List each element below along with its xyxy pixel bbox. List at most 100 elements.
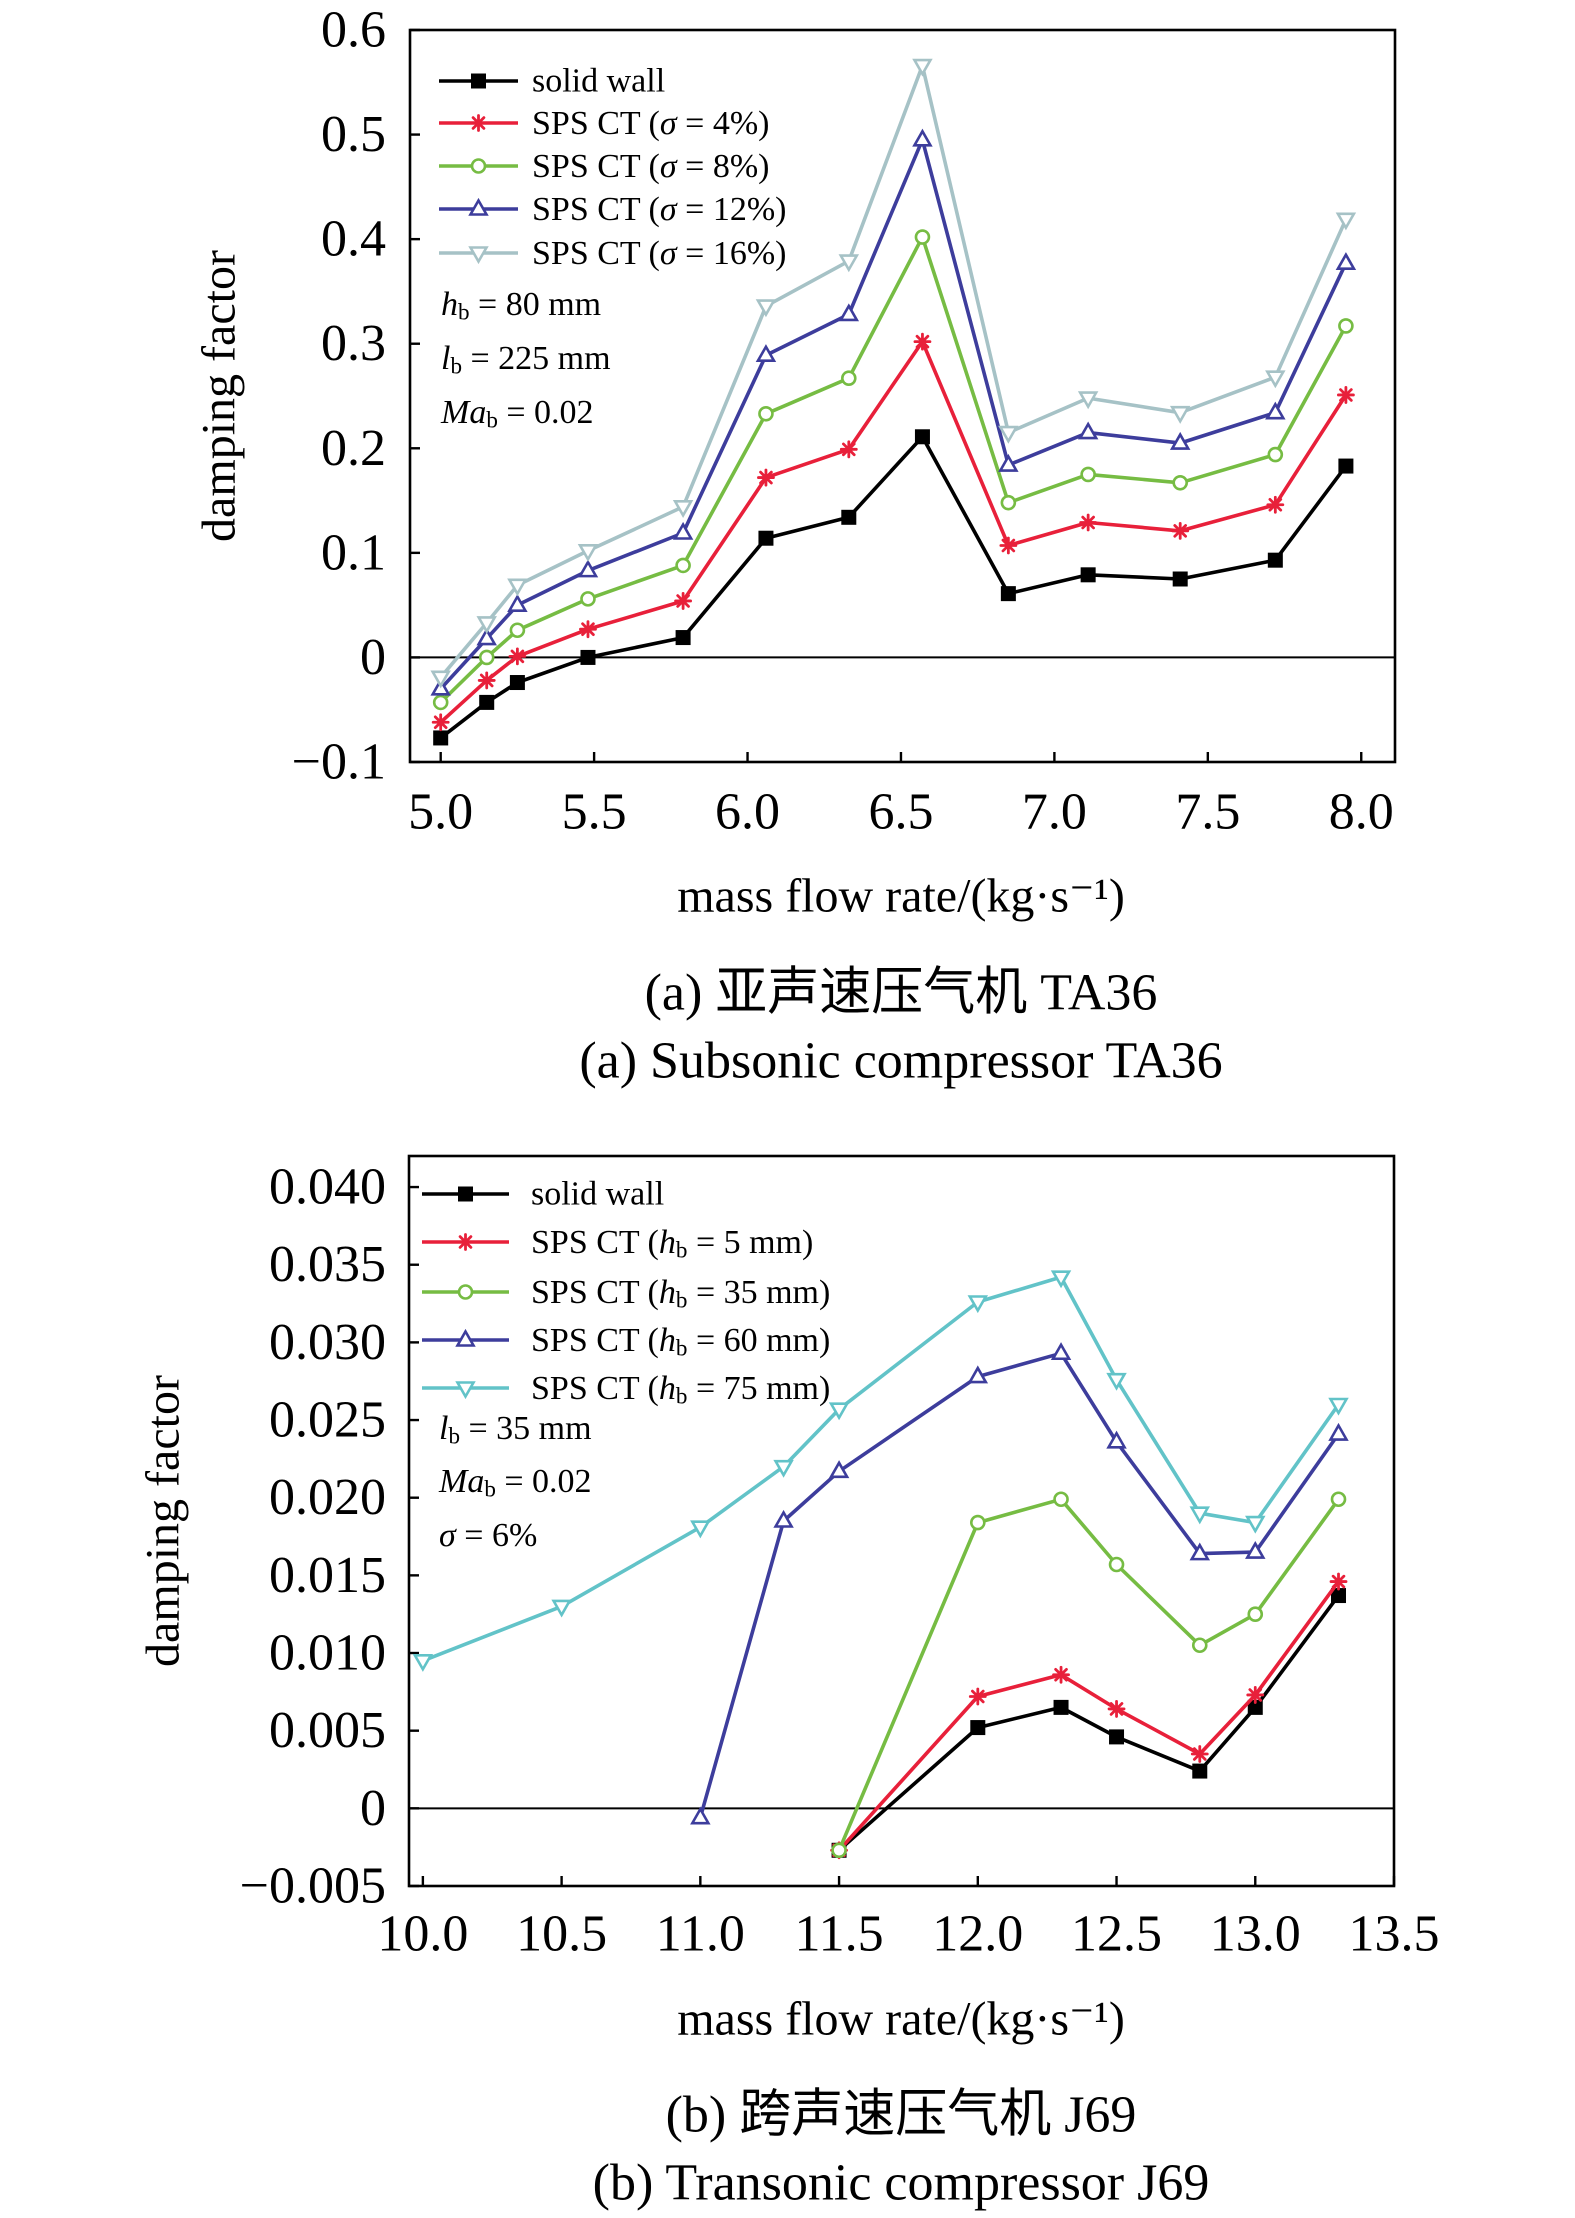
data-point — [509, 622, 526, 639]
legend-marker — [469, 114, 488, 132]
caption-chinese: (a) 亚声速压气机 TA36 — [645, 965, 1158, 1022]
data-point — [1108, 1556, 1125, 1573]
data-point — [998, 453, 1019, 472]
legend-marker — [455, 1381, 476, 1400]
data-point — [1265, 401, 1286, 420]
x-tick-label: 8.0 — [1329, 784, 1394, 841]
data-point — [1335, 252, 1357, 270]
data-point — [430, 670, 451, 689]
series-sps-ct-8 — [432, 229, 1354, 711]
data-point — [1000, 494, 1017, 511]
data-point — [1172, 474, 1189, 491]
series-sps-ct-hb-60-mm — [690, 1342, 1349, 1825]
data-point — [476, 627, 497, 646]
data-point — [1191, 1637, 1208, 1654]
data-point — [433, 730, 449, 746]
data-point — [1246, 1686, 1265, 1704]
data-point — [1189, 1506, 1211, 1525]
data-point — [999, 536, 1018, 555]
y-tick-label: 0.005 — [269, 1702, 386, 1759]
y-tick-label: 0.3 — [321, 315, 386, 372]
data-point — [580, 649, 596, 665]
data-point — [1106, 1372, 1127, 1391]
data-point — [913, 332, 932, 351]
parameter-annotation: hb = 80 mm — [441, 286, 601, 325]
y-tick-label: 0 — [360, 629, 386, 686]
data-point — [841, 370, 857, 387]
data-point — [912, 128, 933, 147]
data-point — [674, 592, 692, 610]
data-point — [831, 1842, 847, 1859]
data-point — [1190, 1745, 1209, 1763]
legend-entry: SPS CT (hb = 75 mm) — [422, 1370, 830, 1409]
legend-entry: SPS CT (hb = 60 mm) — [422, 1322, 830, 1361]
data-point — [479, 694, 495, 710]
data-point — [431, 713, 450, 732]
data-point — [1079, 513, 1098, 532]
series-sps-ct-hb-35-mm — [831, 1491, 1347, 1859]
x-tick-label: 11.5 — [795, 1906, 884, 1963]
data-point — [1245, 1515, 1266, 1534]
data-point — [1077, 421, 1099, 440]
caption-english: (b) Transonic compressor J69 — [593, 2155, 1210, 2212]
data-point — [1266, 495, 1285, 514]
legend-label: SPS CT (σ = 16%) — [532, 235, 787, 272]
legend: solid wall SPS CT (hb = 5 mm) SPS CT (hb =… — [422, 1176, 830, 1409]
data-point — [1077, 391, 1099, 410]
x-tick-label: 5.5 — [562, 784, 627, 841]
x-axis-label: mass flow rate/(kg·s⁻¹) — [677, 870, 1125, 923]
legend-marker — [458, 1186, 473, 1202]
data-point — [508, 647, 527, 666]
data-point — [757, 468, 775, 487]
data-point — [1267, 446, 1284, 463]
x-tick-label: 7.0 — [1022, 784, 1087, 841]
y-tick-label: 0.025 — [269, 1392, 386, 1449]
panel-a-chart: damping factor mass flow rate/(kg·s⁻¹) (… — [193, 2, 1397, 1090]
data-point — [1338, 318, 1354, 334]
legend-marker — [471, 73, 486, 89]
data-point — [1330, 1491, 1347, 1508]
x-axis-label: mass flow rate/(kg·s⁻¹) — [677, 1993, 1125, 2046]
data-point — [970, 1514, 986, 1531]
legend-label: solid wall — [532, 63, 665, 100]
data-point — [1335, 212, 1357, 231]
data-point — [476, 616, 497, 635]
data-point — [1169, 405, 1191, 424]
legend-marker — [468, 197, 489, 216]
data-point — [912, 58, 933, 77]
data-point — [914, 429, 930, 445]
legend-entry: solid wall — [439, 63, 665, 100]
x-tick-label: 10.5 — [516, 1906, 607, 1963]
data-point — [579, 620, 597, 639]
y-tick-label: 0.040 — [269, 1159, 386, 1216]
data-point — [580, 591, 596, 607]
x-tick-label: 6.5 — [868, 784, 933, 841]
data-point — [1080, 567, 1096, 583]
legend-entry: SPS CT (hb = 5 mm) — [422, 1224, 813, 1263]
data-point — [1050, 1270, 1072, 1289]
series-solid-wall — [433, 429, 1354, 746]
data-point — [551, 1599, 572, 1618]
data-point — [998, 425, 1019, 444]
y-tick-label: −0.1 — [292, 734, 386, 791]
panel-b-chart: damping factor mass flow rate/(kg·s⁻¹) (… — [137, 1154, 1440, 2212]
legend-label: SPS CT (hb = 5 mm) — [531, 1224, 813, 1263]
series-sps-ct-hb-75-mm — [412, 1270, 1349, 1672]
legend: solid wall SPS CT (σ = 4%) SPS CT (σ = 8%)… — [439, 63, 787, 272]
plot-frame — [407, 1154, 1396, 1888]
data-point — [577, 543, 599, 562]
data-point — [1328, 1422, 1349, 1441]
data-point — [1109, 1729, 1125, 1745]
data-point — [1328, 1397, 1349, 1416]
x-tick-label: 12.5 — [1071, 1906, 1162, 1963]
y-tick-label: 0.5 — [321, 106, 386, 163]
data-point — [1052, 1665, 1070, 1684]
y-tick-label: −0.005 — [240, 1858, 386, 1915]
data-point — [1192, 1763, 1208, 1779]
legend-marker — [456, 1233, 475, 1251]
data-point — [1267, 552, 1283, 568]
y-tick-label: 0.015 — [269, 1547, 386, 1604]
data-point — [1338, 458, 1354, 474]
